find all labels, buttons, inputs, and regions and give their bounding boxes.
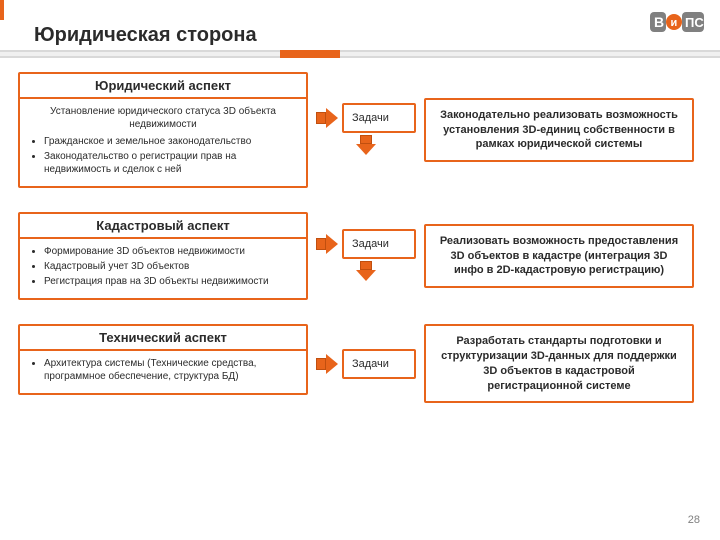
aspect-title: Кадастровый аспект (20, 214, 306, 239)
aspect-bullet: Регистрация прав на 3D объекты недвижимо… (44, 275, 296, 288)
arrow-right-icon (316, 353, 338, 375)
svg-text:и: и (671, 17, 678, 29)
aspect-bullet: Архитектура системы (Технические средств… (44, 357, 296, 383)
aspect-row-legal: Юридический аспект Установление юридичес… (18, 72, 702, 188)
svg-text:В: В (654, 14, 664, 30)
aspect-box: Юридический аспект Установление юридичес… (18, 72, 308, 188)
arrow-right-icon (316, 233, 338, 255)
aspect-lead: Установление юридического статуса 3D объ… (30, 105, 296, 131)
arrow-down-icon (355, 261, 377, 281)
aspect-bullet: Законодательство о регистрации прав на н… (44, 150, 296, 176)
aspect-bullet: Кадастровый учет 3D объектов (44, 260, 296, 273)
aspect-row-cadastre: Кадастровый аспект Формирование 3D объек… (18, 212, 702, 300)
aspect-title: Технический аспект (20, 326, 306, 351)
aspect-bullet: Формирование 3D объектов недвижимости (44, 245, 296, 258)
result-box: Реализовать возможность предоставления 3… (424, 224, 694, 289)
page-title: Юридическая сторона (34, 24, 257, 47)
logo: В ПС и (650, 8, 704, 38)
aspect-title: Юридический аспект (20, 74, 306, 99)
svg-text:ПС: ПС (685, 15, 704, 30)
aspect-box: Кадастровый аспект Формирование 3D объек… (18, 212, 308, 300)
result-box: Законодательно реализовать возможность у… (424, 98, 694, 163)
task-label: Задачи (342, 349, 416, 379)
task-label: Задачи (342, 229, 416, 259)
accent-bar (0, 0, 4, 20)
aspect-row-technical: Технический аспект Архитектура системы (… (18, 324, 702, 403)
result-box: Разработать стандарты подготовки и струк… (424, 324, 694, 403)
page-number: 28 (688, 514, 700, 526)
aspect-bullet: Гражданское и земельное законодательство (44, 135, 296, 148)
arrow-right-icon (316, 107, 338, 129)
task-label: Задачи (342, 103, 416, 133)
arrow-down-icon (355, 135, 377, 155)
aspect-box: Технический аспект Архитектура системы (… (18, 324, 308, 395)
title-rule (0, 50, 720, 58)
